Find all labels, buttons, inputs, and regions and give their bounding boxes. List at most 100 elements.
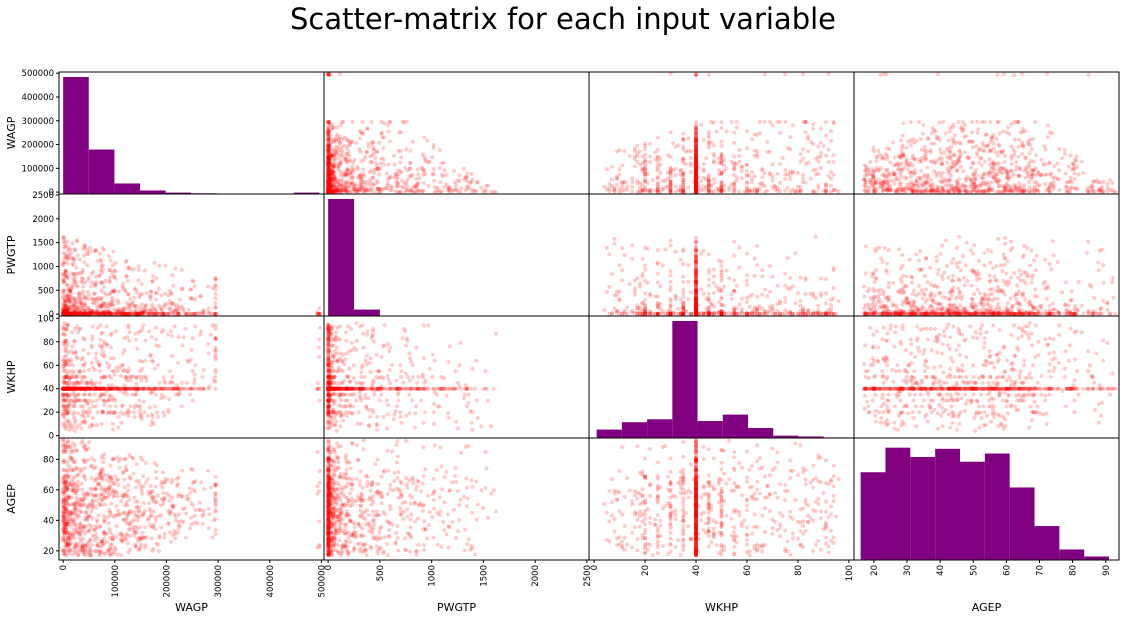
scatter-point (80, 270, 85, 275)
scatter-point (328, 122, 333, 127)
scatter-point (109, 311, 114, 316)
scatter-point (81, 312, 86, 316)
scatter-point (1009, 188, 1014, 193)
scatter-point (997, 184, 1002, 189)
scatter-point (435, 188, 440, 193)
scatter-point (694, 312, 699, 316)
scatter-point (694, 156, 699, 161)
scatter-point (770, 185, 775, 190)
scatter-point (694, 185, 699, 190)
scatter-point (694, 127, 699, 132)
scatter-point (729, 296, 734, 301)
scatter-point (141, 311, 146, 316)
scatter-point (190, 278, 195, 283)
scatter-point (821, 144, 826, 149)
scatter-point (909, 187, 914, 192)
scatter-point (458, 189, 463, 194)
scatter-point (82, 303, 87, 308)
scatter-point (673, 293, 678, 298)
scatter-point (96, 312, 101, 316)
scatter-point (1020, 189, 1025, 194)
scatter-point (658, 301, 663, 306)
scatter-point (904, 274, 909, 279)
scatter-point (453, 180, 458, 185)
scatter-point (61, 260, 66, 265)
scatter-point (694, 156, 699, 161)
scatter-point (331, 179, 336, 184)
scatter-point (61, 262, 66, 267)
scatter-point (354, 183, 359, 188)
scatter-point (866, 187, 871, 192)
scatter-point (643, 172, 648, 177)
scatter-point (612, 306, 617, 311)
scatter-point (326, 179, 331, 184)
scatter-point (326, 147, 331, 152)
scatter-point (668, 312, 673, 316)
scatter-point (678, 188, 683, 193)
scatter-point (954, 185, 959, 190)
scatter-point (1032, 189, 1037, 194)
scatter-point (361, 157, 366, 162)
scatter-point (694, 184, 699, 189)
scatter-point (326, 158, 331, 163)
scatter-point (331, 182, 336, 187)
scatter-point (865, 170, 870, 175)
scatter-point (1037, 183, 1042, 188)
scatter-point (694, 278, 699, 283)
scatter-point (326, 137, 331, 142)
scatter-point (694, 133, 699, 138)
scatter-point (694, 144, 699, 149)
scatter-point (352, 184, 357, 189)
scatter-point (331, 162, 336, 167)
scatter-point (694, 168, 699, 173)
scatter-point (903, 185, 908, 190)
scatter-point (73, 310, 78, 315)
scatter-point (813, 167, 818, 172)
scatter-point (63, 303, 68, 308)
scatter-point (694, 310, 699, 315)
scatter-point (63, 311, 68, 316)
scatter-point (668, 182, 673, 187)
scatter-point (890, 178, 895, 183)
scatter-point (775, 302, 780, 307)
scatter-point (760, 168, 765, 173)
scatter-point (103, 311, 108, 316)
scatter-point (1043, 147, 1048, 152)
scatter-point (1049, 171, 1054, 176)
scatter-point (737, 265, 742, 270)
hist-bar (328, 199, 355, 316)
scatter-point (328, 175, 333, 180)
scatter-point (998, 190, 1003, 194)
scatter-point (327, 181, 332, 186)
scatter-point (1036, 171, 1041, 176)
scatter-point (159, 312, 164, 316)
scatter-point (386, 123, 391, 128)
scatter-point (326, 189, 331, 194)
scatter-point (1008, 239, 1013, 244)
scatter-point (327, 182, 332, 187)
scatter-point (105, 312, 110, 316)
scatter-point (907, 187, 912, 192)
scatter-point (694, 179, 699, 184)
scatter-point (98, 303, 103, 308)
scatter-point (694, 178, 699, 183)
scatter-point (694, 239, 699, 244)
scatter-point (694, 297, 699, 302)
scatter-point (916, 258, 921, 263)
scatter-point (71, 303, 76, 308)
scatter-point (1012, 137, 1017, 142)
scatter-point (895, 167, 900, 172)
scatter-point (887, 281, 892, 286)
scatter-point (694, 177, 699, 182)
scatter-point (906, 167, 911, 172)
scatter-point (886, 179, 891, 184)
scatter-point (955, 265, 960, 270)
scatter-point (327, 181, 332, 186)
scatter-point (95, 295, 100, 300)
scatter-point (79, 276, 84, 281)
scatter-point (213, 312, 218, 316)
scatter-point (330, 123, 335, 128)
scatter-point (760, 292, 765, 297)
scatter-point (335, 164, 340, 169)
scatter-point (694, 168, 699, 173)
